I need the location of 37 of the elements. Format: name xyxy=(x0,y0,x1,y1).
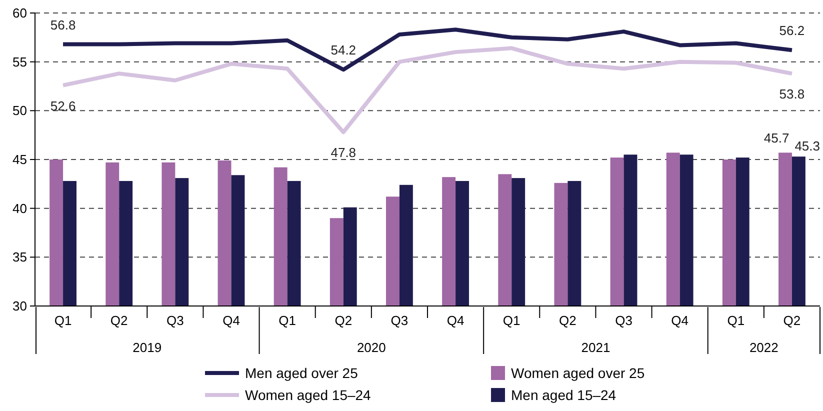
y-tick-label: 30 xyxy=(12,298,27,314)
data-label: 56.2 xyxy=(779,23,805,38)
data-label: 47.8 xyxy=(330,145,356,160)
x-tick-label: Q1 xyxy=(54,313,72,328)
x-tick-label: Q1 xyxy=(502,313,520,328)
legend-label: Women aged over 25 xyxy=(511,364,645,381)
text: 2022 xyxy=(749,340,778,355)
y-tick-label: 40 xyxy=(12,200,27,216)
data-label: 53.8 xyxy=(779,86,805,102)
y-tick-label: 55 xyxy=(12,54,27,70)
y-tick-label: 50 xyxy=(12,103,27,118)
text: 2020 xyxy=(356,340,386,355)
x-tick-label: Q2 xyxy=(559,313,576,328)
y-tick-label: 45 xyxy=(12,152,27,168)
data-label: 54.2 xyxy=(330,42,356,58)
data-label: 45.7 xyxy=(764,130,790,146)
x-tick-label: Q2 xyxy=(334,313,352,328)
x-tick-label: Q3 xyxy=(390,313,408,328)
legend-label: Men aged over 25 xyxy=(245,364,358,381)
x-tick-label: Q4 xyxy=(446,313,464,328)
x-tick-label: Q4 xyxy=(671,313,688,328)
x-tick-label: Q2 xyxy=(110,313,128,328)
data-label: 45.3 xyxy=(794,138,820,154)
y-tick-label: 35 xyxy=(12,250,27,265)
x-tick-label: Q3 xyxy=(166,313,184,328)
data-label: 56.8 xyxy=(50,17,76,32)
x-tick-label: Q1 xyxy=(727,313,745,328)
legend-label: Women aged 15–24 xyxy=(245,386,372,403)
text: 2021 xyxy=(581,340,610,355)
y-tick-label: 60 xyxy=(12,6,27,21)
data-label: 52.6 xyxy=(50,98,76,114)
x-tick-label: Q3 xyxy=(615,313,632,328)
x-tick-label: Q1 xyxy=(278,313,296,328)
x-tick-label: Q2 xyxy=(783,313,801,328)
legend-label: Men aged 15–24 xyxy=(511,386,616,403)
x-tick-label: Q4 xyxy=(222,313,240,328)
text: 2019 xyxy=(132,340,162,355)
